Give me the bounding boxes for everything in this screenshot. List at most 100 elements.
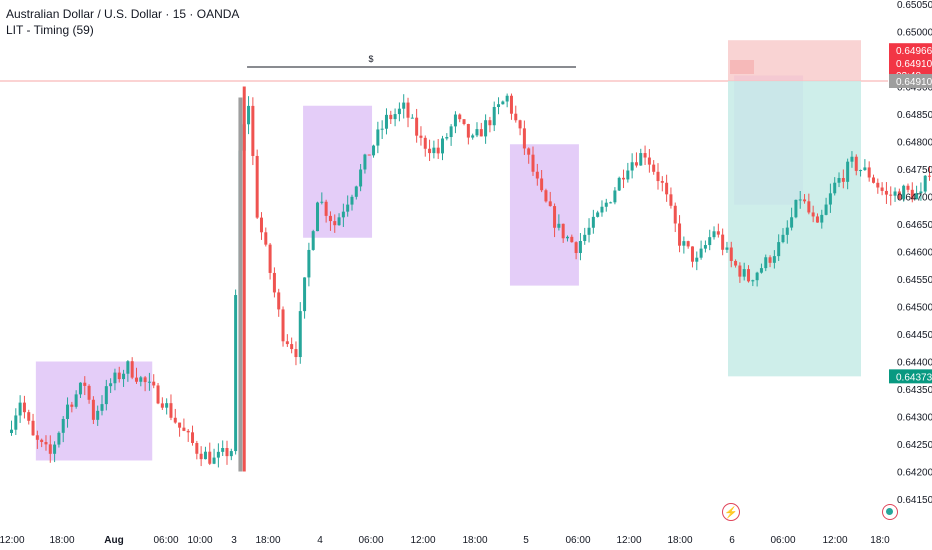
target-price-label: 0.64373 (889, 369, 932, 384)
candle-body (169, 403, 173, 418)
candle (846, 158, 850, 190)
candle-body (803, 199, 807, 202)
flag-icon[interactable] (882, 504, 898, 520)
candle-body (527, 148, 531, 155)
candle-body (587, 227, 591, 235)
candle (324, 199, 328, 223)
candle (376, 121, 380, 154)
candle (928, 166, 932, 181)
candle-body (341, 211, 345, 218)
candle (436, 139, 440, 159)
y-tick-label: 0.64600 (897, 248, 932, 259)
candle-body (471, 135, 475, 138)
candle (690, 246, 694, 268)
candle (716, 223, 720, 238)
candle-body (186, 430, 190, 433)
candle (781, 228, 785, 244)
candle-body (479, 129, 483, 137)
candle (764, 254, 768, 272)
candle (565, 235, 569, 242)
candle (837, 172, 841, 188)
candle (104, 379, 108, 411)
candle-body (897, 191, 901, 200)
candle (518, 119, 522, 136)
candle-body (453, 114, 457, 127)
candle-body (794, 199, 798, 218)
candle-body (604, 202, 608, 207)
candle-body (798, 199, 802, 201)
candle-body (445, 137, 449, 139)
candle (626, 162, 630, 183)
candle-body (600, 206, 604, 213)
candle (617, 176, 621, 192)
candle (169, 394, 173, 421)
candle-body (484, 120, 488, 137)
candle-body (583, 234, 587, 241)
candle (578, 232, 582, 261)
candle-body (669, 194, 673, 206)
candle-body (729, 247, 733, 261)
candle-body (699, 248, 703, 258)
candle (492, 101, 496, 132)
candle (854, 154, 858, 176)
candle (229, 448, 233, 461)
candle (31, 413, 35, 436)
candle-body (372, 145, 376, 156)
candle (66, 397, 70, 428)
lightning-icon[interactable]: ⚡ (722, 503, 740, 521)
last-price-label-text: 0.64910 (896, 77, 932, 88)
candle (165, 398, 169, 415)
candle-body (337, 217, 341, 226)
candle (630, 153, 634, 179)
y-tick-label: 0.64500 (897, 303, 932, 314)
candle (475, 122, 479, 138)
candle (665, 174, 669, 202)
candle (208, 442, 212, 466)
candle-body (609, 202, 613, 204)
candle-body (854, 156, 858, 171)
candle-body (656, 171, 660, 182)
chart-title: Australian Dollar / U.S. Dollar · 15 · O… (6, 7, 240, 21)
candle (923, 175, 927, 194)
candle (393, 108, 397, 127)
candle (44, 435, 48, 451)
candle-body (268, 244, 272, 273)
x-tick-label: 06:00 (358, 535, 383, 546)
y-tick-label: 0.64550 (897, 275, 932, 286)
candle (807, 193, 811, 215)
candle-body (363, 154, 367, 170)
candle-body (48, 444, 52, 454)
candle-body (432, 147, 436, 154)
candle-body (906, 185, 910, 190)
candle-body (384, 114, 388, 129)
candle-body (22, 402, 26, 413)
candle-body (316, 202, 320, 232)
candle (372, 144, 376, 158)
candle (78, 382, 82, 398)
candle-body (863, 167, 867, 171)
candle (316, 201, 320, 232)
candle-body (143, 377, 147, 383)
candle (216, 443, 220, 468)
candle (419, 126, 423, 146)
stop-price-label-text: 0.64966 (896, 46, 932, 57)
level-line-label: $ (368, 54, 373, 64)
candle (863, 159, 867, 171)
candle-body (686, 241, 690, 247)
candle-body (548, 201, 552, 207)
candle-body (622, 177, 626, 180)
candle (449, 124, 453, 146)
candle (613, 187, 617, 205)
candle-body (665, 182, 669, 195)
candle-body (889, 194, 893, 196)
candle-body (173, 417, 177, 423)
candle (27, 409, 31, 425)
candle-body (61, 418, 65, 433)
candle-body (203, 451, 207, 460)
candle-body (574, 242, 578, 254)
candle (669, 187, 673, 209)
candle-body (298, 311, 302, 358)
candle (596, 210, 600, 218)
candle (221, 440, 225, 457)
